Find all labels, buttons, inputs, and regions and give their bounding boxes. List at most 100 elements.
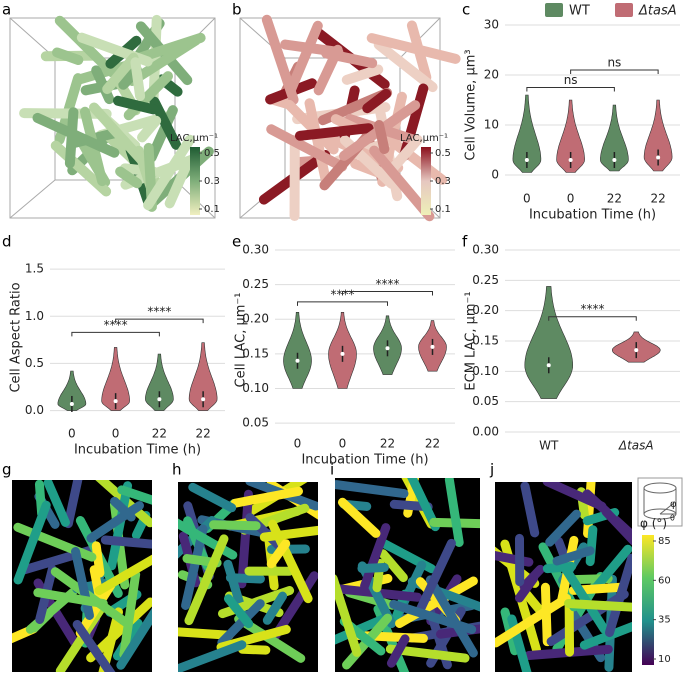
y-tick-label: 0.5 xyxy=(25,356,44,370)
rod xyxy=(268,519,313,604)
rod xyxy=(107,481,133,571)
rod xyxy=(115,166,143,189)
rod xyxy=(72,619,128,672)
rod-group xyxy=(495,482,632,672)
rod xyxy=(556,557,609,634)
x-tick-label: 22 xyxy=(607,192,622,206)
rod xyxy=(369,145,435,222)
colorbar-label: φ (°) xyxy=(640,517,667,531)
median-dot xyxy=(568,158,573,162)
rod xyxy=(425,575,478,658)
rod xyxy=(335,480,409,499)
colorbar-label: LAC,µm⁻¹ xyxy=(400,133,448,144)
rod xyxy=(64,107,79,169)
rod xyxy=(289,134,300,222)
colorbar-b xyxy=(421,147,431,215)
rod xyxy=(117,485,152,508)
y-tick-label: 0.10 xyxy=(242,381,269,395)
significance-bracket xyxy=(570,69,659,74)
violin xyxy=(524,286,574,399)
colorbar-phi xyxy=(642,535,654,665)
significance-bracket xyxy=(548,316,637,321)
median-dot xyxy=(385,346,390,351)
y-axis-label: Cell Aspect Ratio xyxy=(9,282,24,392)
median-dot xyxy=(634,348,639,353)
rod xyxy=(91,65,115,105)
rod xyxy=(360,523,391,591)
cell-renders xyxy=(12,14,632,672)
rod xyxy=(188,482,237,513)
rod xyxy=(286,20,323,95)
inset-label: φ xyxy=(670,499,677,510)
rod xyxy=(415,538,456,615)
violin xyxy=(145,353,174,411)
rod xyxy=(238,644,271,655)
significance-label: **** xyxy=(147,305,171,319)
significance-bracket xyxy=(115,318,204,324)
rod xyxy=(552,546,595,566)
inset-diagram xyxy=(637,477,683,527)
median-dot xyxy=(524,158,529,162)
rod xyxy=(181,524,208,611)
rod xyxy=(266,539,291,569)
violin xyxy=(57,370,87,411)
rod-group xyxy=(12,480,152,672)
panel-label: f xyxy=(462,233,468,251)
panel-label: c xyxy=(462,1,470,19)
rod xyxy=(519,564,545,591)
rod xyxy=(294,123,374,141)
rod xyxy=(178,627,234,640)
rod xyxy=(313,44,343,96)
rod xyxy=(444,478,464,547)
legend-swatch xyxy=(545,3,563,17)
y-tick-label: 0.20 xyxy=(242,312,269,326)
colorbar-a xyxy=(190,147,200,215)
rod xyxy=(33,588,108,609)
y-axis-label: Cell LAC, µm⁻¹ xyxy=(234,293,249,388)
violin xyxy=(512,94,542,173)
median-dot xyxy=(69,401,74,406)
median-dot xyxy=(201,397,206,402)
rod xyxy=(429,517,480,529)
x-tick-label: 22 xyxy=(152,427,167,441)
rod-group xyxy=(178,482,318,672)
rod xyxy=(579,617,632,650)
significance-label: **** xyxy=(376,277,400,291)
rod xyxy=(184,534,229,626)
rod xyxy=(119,569,141,659)
median-dot xyxy=(157,397,162,402)
rod xyxy=(109,496,136,522)
rod xyxy=(545,509,581,547)
inset-label: θ xyxy=(670,514,675,523)
y-axis-label: Cell Volume, µm³ xyxy=(464,49,479,160)
rod xyxy=(337,497,381,538)
x-tick-label: 0 xyxy=(523,192,531,206)
rod xyxy=(143,134,195,211)
rod xyxy=(357,562,389,574)
y-tick-label: 20 xyxy=(484,68,499,82)
median-dot xyxy=(546,363,551,368)
violin xyxy=(188,342,218,411)
rod xyxy=(601,507,632,546)
rod xyxy=(13,500,51,585)
rod xyxy=(259,523,318,542)
violin xyxy=(556,99,585,173)
rod xyxy=(495,593,572,648)
colorbar-tick-label: 0.3 xyxy=(204,176,220,187)
rod xyxy=(223,594,254,629)
y-tick-label: 0.10 xyxy=(472,364,499,378)
y-tick-label: 0.30 xyxy=(472,243,499,257)
rod xyxy=(116,601,152,670)
significance-bracket xyxy=(297,301,388,306)
violin xyxy=(643,99,673,172)
significance-bracket xyxy=(71,331,160,337)
colorbar-tick-label: 0.1 xyxy=(204,204,220,215)
y-tick-label: 0.25 xyxy=(472,273,499,287)
rod xyxy=(134,32,206,63)
rod xyxy=(43,480,70,527)
significance-bracket xyxy=(526,87,615,92)
rod xyxy=(137,115,162,143)
colorbar-tick-label: 60 xyxy=(658,575,671,586)
x-tick-label: 0 xyxy=(294,437,302,451)
rod xyxy=(130,57,146,102)
